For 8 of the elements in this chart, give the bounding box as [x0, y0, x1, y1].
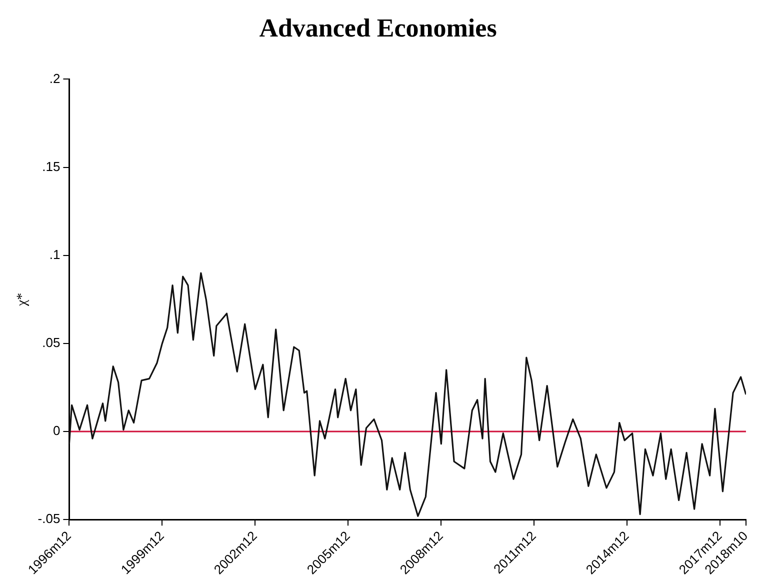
y-tick-label: .1 [49, 246, 60, 262]
y-tick-label: .2 [49, 70, 60, 86]
y-axis-title: χ* [15, 292, 30, 308]
chart-title: Advanced Economies [259, 13, 497, 42]
y-tick-label: .05 [42, 335, 60, 350]
y-tick-label: .15 [42, 158, 60, 174]
y-tick-label: -.05 [38, 511, 60, 526]
y-tick-label: 0 [52, 423, 60, 438]
